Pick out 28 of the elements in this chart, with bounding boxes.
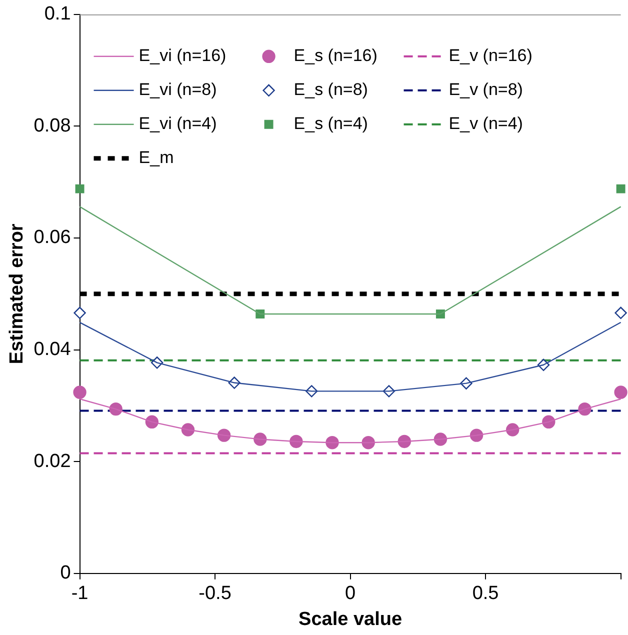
point [614,306,627,320]
x-axis-title: Scale value [298,608,402,630]
legend-label: E_vi (n=16) [138,46,226,66]
y-tick-label: 0.06 [34,227,71,248]
x-tick-label: 0 [345,583,356,604]
legend-label: E_vi (n=8) [138,80,217,100]
y-tick-label: 0.1 [44,4,71,25]
legend-label: E_s (n=16) [294,46,378,66]
point [74,306,86,320]
x-tick-label: 0.5 [472,583,499,604]
legend-label: E_s (n=4) [294,114,368,134]
legend-label: E_v (n=4) [448,114,523,134]
legend-label: E_v (n=16) [448,46,532,66]
point [73,386,86,399]
y-tick-label: 0 [60,562,71,584]
point [614,386,628,399]
legend-label: E_s (n=8) [294,80,368,100]
legend-label: E_v (n=8) [448,80,523,100]
x-tick-label: -0.5 [198,583,232,604]
y-tick-label: 0.08 [34,115,71,136]
y-tick-label: 0.04 [34,339,72,360]
y-axis-title: Estimated error [6,223,28,364]
y-tick-label: 0.02 [34,450,71,472]
point [616,184,626,194]
legend-label: E_vi (n=4) [138,114,217,134]
legend-label: E_m [138,148,174,168]
x-tick-label: -1 [71,583,88,604]
point [75,184,84,194]
